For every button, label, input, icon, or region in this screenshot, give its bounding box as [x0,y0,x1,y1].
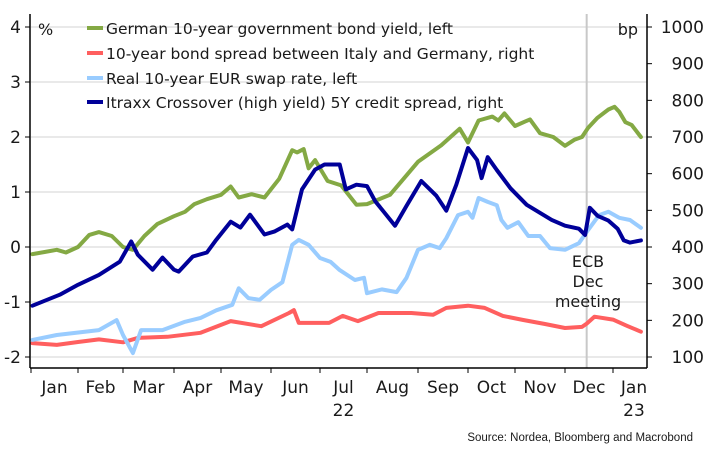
right-axis-tick-label: 800 [672,91,704,111]
right-axis-tick-label: 900 [672,55,704,75]
left-axis-unit: % [38,20,53,39]
left-axis-tick-label: 2 [10,128,21,148]
italy-germany-spread-line [30,303,643,347]
annotation-line-1: ECB [572,252,604,271]
x-axis-month-label: Jan [620,378,647,398]
right-axis-tick-label: 600 [672,165,704,185]
x-axis-year-label: 22 [333,401,355,421]
right-axis-tick-label: 700 [672,128,704,148]
legend-label-itraxx-crossover: Itraxx Crossover (high yield) 5Y credit … [106,94,503,112]
x-axis-month-label: May [228,378,263,398]
x-axis-month-label: Sep [427,378,459,398]
annotation-line-3: meeting [555,292,621,311]
right-axis-unit: bp [618,20,638,39]
legend-label-german-yield: German 10-year government bond yield, le… [106,20,453,38]
left-axis-tick-label: 0 [10,238,21,258]
right-axis-tick-label: 100 [672,348,704,368]
legend-label-real-swap-rate: Real 10-year EUR swap rate, left [106,70,357,88]
itraxx-crossover-line [30,146,643,308]
left-axis-tick-label: 4 [10,18,21,38]
ecb-annotation: ECB Dec meeting [555,252,621,311]
annotation-line-2: Dec [573,272,604,291]
series-layer [30,104,643,356]
german-yield-line [30,104,643,257]
x-axis-month-label: Jul [332,378,354,398]
source-note: Source: Nordea, Bloomberg and Macrobond [467,432,693,444]
x-axis-year-label: 23 [623,401,645,421]
x-axis-month-label: Apr [183,378,212,398]
real-swap-rate-line [30,196,643,356]
x-axis-month-label: Dec [573,378,606,398]
right-axis-tick-label: 200 [672,311,704,331]
right-axis-tick-label: 500 [672,201,704,221]
x-axis-month-label: Mar [132,378,164,398]
right-axis-tick-label: 1000 [661,18,704,38]
right-axis-tick-label: 400 [672,238,704,258]
left-axis-tick-label: -1 [4,293,21,313]
x-axis-month-label: Jan [40,378,67,398]
legend: German 10-year government bond yield, le… [87,20,534,112]
x-axis-month-label: Aug [376,378,409,398]
legend-label-italy-germany-spread: 10-year bond spread between Italy and Ge… [106,45,534,63]
axes: 4 3 2 1 0 -1 -2 1000 900 800 700 600 500 400 300 200 100… [4,14,704,421]
left-axis-tick-label: 3 [10,73,21,93]
x-axis-month-label: Feb [85,378,115,398]
right-axis-tick-label: 300 [672,275,704,295]
x-axis-month-label: Nov [523,378,556,398]
left-axis-tick-label: 1 [10,183,21,203]
x-axis-month-label: Jun [281,378,309,398]
x-axis-month-label: Oct [477,378,507,398]
left-axis-tick-label: -2 [4,348,21,368]
